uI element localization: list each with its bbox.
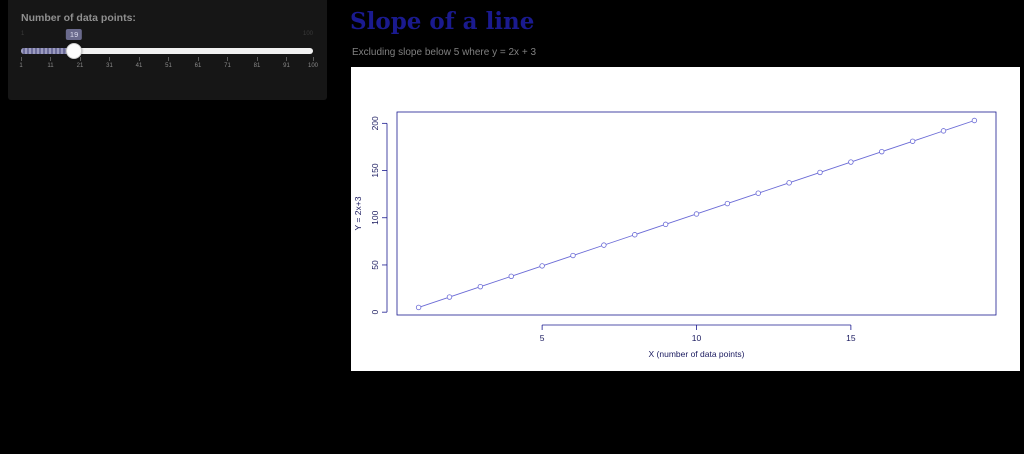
slider-grid-label: 81 <box>253 63 261 69</box>
slider-grid-tick <box>79 57 81 61</box>
y-axis-label: Y = 2x+3 <box>353 196 363 230</box>
data-point <box>971 117 978 124</box>
x-tick-label: 5 <box>540 333 545 343</box>
data-point <box>508 273 514 279</box>
slider-grid-tick <box>21 57 22 61</box>
data-point <box>662 221 669 228</box>
page-subtitle: Excluding slope below 5 where y = 2x + 3 <box>352 47 536 58</box>
data-point <box>755 190 761 196</box>
data-point <box>539 263 545 269</box>
slider-track[interactable] <box>21 48 313 54</box>
x-tick-label: 10 <box>692 333 702 343</box>
slider-grid-tick <box>227 57 229 61</box>
plot-box <box>396 111 997 316</box>
slider-grid-label: 41 <box>135 63 143 69</box>
data-point <box>909 138 916 144</box>
y-tick-label: 150 <box>370 163 380 177</box>
data-point <box>786 180 792 186</box>
data-point <box>446 294 453 300</box>
page-title: Slope of a line <box>350 8 535 35</box>
slider-max-label: 100 <box>303 31 314 37</box>
data-point <box>632 232 638 238</box>
y-tick-label: 200 <box>370 116 380 130</box>
plot-panel: X (number of data points) Y = 2x+3 5 10 15… <box>351 67 1020 371</box>
slider-grid-label: 11 <box>47 63 54 69</box>
data-point <box>477 283 484 290</box>
slider-grid: 1 11 21 31 41 51 61 71 81 91 100 <box>8 57 327 71</box>
data-point <box>879 148 885 155</box>
slider-grid-label: 61 <box>194 63 202 69</box>
slider-grid-label: 91 <box>283 63 290 69</box>
slider-grid-tick <box>168 57 170 61</box>
data-point <box>940 128 947 134</box>
data-point <box>601 242 607 248</box>
x-axis-label: X (number of data points) <box>649 349 745 359</box>
slider-grid-tick <box>50 57 52 61</box>
y-tick-label: 100 <box>370 210 380 224</box>
slider-fill <box>21 48 75 54</box>
slider-grid-label: 31 <box>106 63 113 69</box>
sidebar-panel: Number of data points: 1 100 19 1 11 21 31 4… <box>8 0 327 100</box>
data-point <box>848 159 854 165</box>
slider-grid-tick <box>256 57 258 61</box>
slider-grid-tick <box>313 57 314 61</box>
slider-grid-label: 1 <box>19 63 23 69</box>
slider-grid-tick <box>138 57 140 61</box>
slider-label: Number of data points: <box>21 12 136 24</box>
slider-min-label: 1 <box>21 31 25 37</box>
slider-handle[interactable] <box>66 43 83 59</box>
y-tick-label: 50 <box>370 260 380 270</box>
x-tick-label: 15 <box>846 333 856 343</box>
data-point <box>693 211 700 217</box>
slider-grid-tick <box>197 57 199 61</box>
slider-grid-tick <box>109 57 111 61</box>
slider-grid-tick <box>286 57 288 61</box>
data-point <box>817 169 823 176</box>
slider-grid-label: 71 <box>224 63 231 69</box>
slider-value-bubble: 19 <box>65 29 83 40</box>
data-point <box>415 304 422 311</box>
data-point <box>724 200 731 207</box>
data-point <box>570 252 576 259</box>
slider-grid-label: 100 <box>307 63 319 69</box>
slider-grid-label: 21 <box>76 63 84 69</box>
line-chart: X (number of data points) Y = 2x+3 5 10 15… <box>353 111 997 359</box>
y-tick-label: 0 <box>370 310 380 315</box>
slider-grid-label: 51 <box>165 63 172 69</box>
